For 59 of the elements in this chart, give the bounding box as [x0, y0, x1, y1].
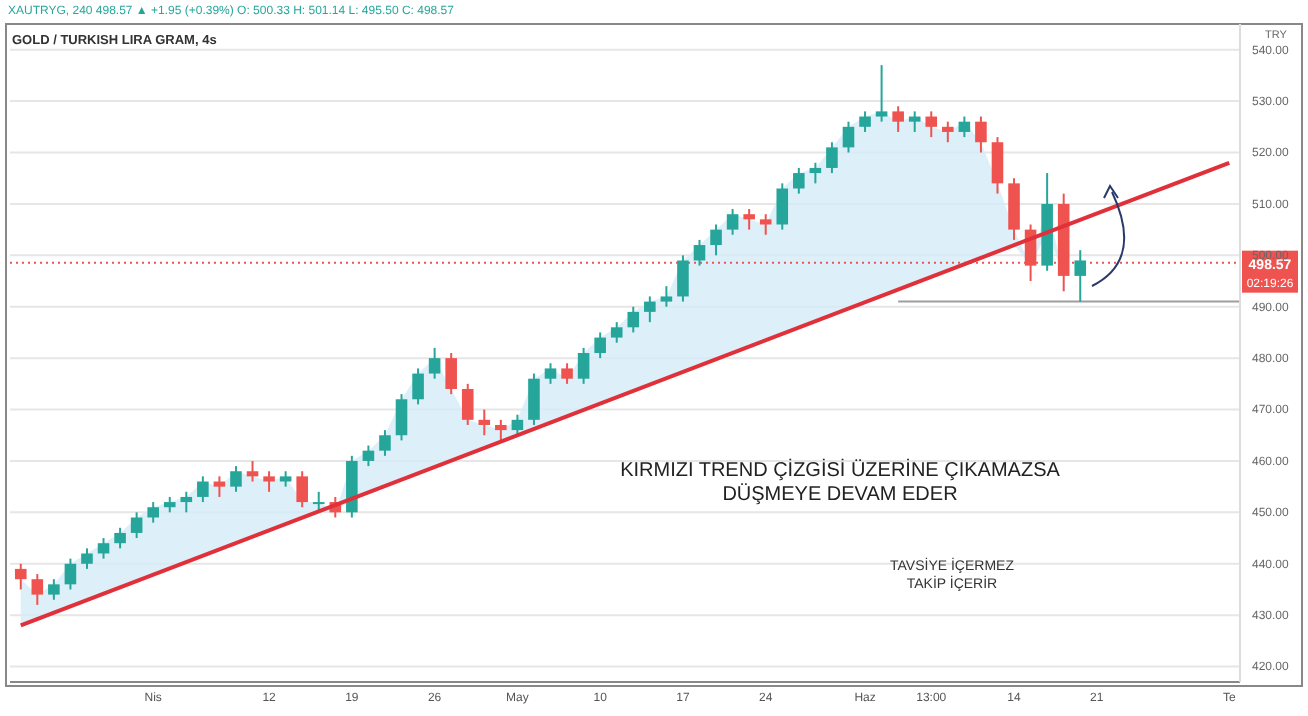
candlestick: [412, 367, 424, 406]
candlestick: [826, 141, 838, 175]
candlestick: [180, 490, 193, 514]
candlestick: [610, 321, 623, 344]
annotation: DÜŞMEYE DEVAM EDER: [722, 482, 958, 506]
candlestick: [362, 444, 375, 468]
candlestick: [511, 413, 524, 437]
candlestick: [842, 120, 855, 154]
candlestick: [445, 352, 457, 396]
candlestick: [859, 110, 871, 133]
candlestick: [892, 105, 904, 133]
candlestick: [31, 573, 44, 606]
candlestick: [693, 238, 706, 267]
candlestick: [478, 408, 491, 437]
candlestick: [461, 382, 474, 426]
candlestick: [925, 110, 938, 139]
candlestick: [97, 537, 110, 560]
candlestick: [48, 578, 60, 601]
annotation: KIRMIZI TREND ÇİZGİSİ ÜZERİNE ÇIKAMAZSA: [620, 458, 1061, 482]
candlestick: [263, 470, 275, 493]
candlestick: [627, 305, 640, 334]
candlestick: [197, 475, 209, 504]
candlestick: [230, 465, 242, 493]
candlestick: [1008, 177, 1020, 241]
candlestick: [528, 372, 540, 426]
candlestick: [81, 547, 93, 570]
candlestick: [726, 208, 739, 236]
candlestick: [958, 115, 971, 139]
candlestick: [942, 120, 954, 144]
candlestick: [64, 557, 77, 591]
candlestick: [975, 115, 987, 154]
candlestick: [710, 223, 722, 257]
candlestick: [213, 475, 226, 498]
candlestick: [1074, 249, 1087, 303]
candlestick: [644, 295, 656, 324]
candlestick: [991, 136, 1004, 195]
candlestick: [379, 429, 391, 457]
candlestick: [428, 346, 441, 380]
candlestick: [130, 511, 143, 540]
candlestick: [147, 501, 159, 524]
candlestick: [561, 362, 573, 385]
candlestick: [809, 161, 822, 185]
candlestick: [246, 459, 259, 483]
candlestick: [793, 166, 805, 195]
candlestick: [594, 331, 606, 360]
candlestick: [395, 393, 408, 442]
candlestick: [908, 110, 921, 133]
candlestick: [759, 213, 772, 236]
candlestick: [14, 562, 27, 591]
candlestick: [495, 418, 507, 442]
candlestick: [875, 64, 888, 123]
candlestick: [776, 182, 789, 231]
candlestick: [677, 254, 689, 303]
candlestick: [660, 285, 673, 308]
candlestick: [296, 470, 308, 509]
candlestick: [544, 362, 557, 385]
candlestick: [577, 346, 590, 385]
candlestick: [743, 208, 755, 231]
candlestick: [114, 526, 126, 550]
